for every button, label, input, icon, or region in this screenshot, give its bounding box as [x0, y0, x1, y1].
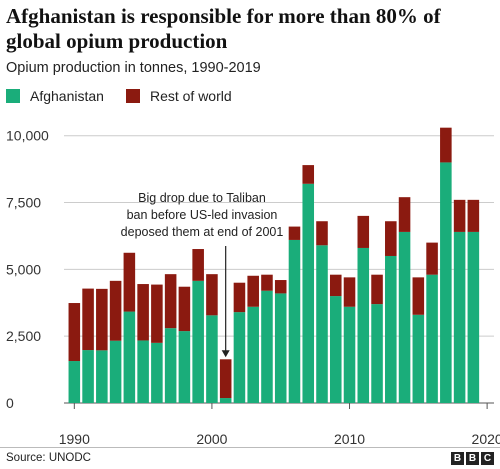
bbc-logo-letter: B — [451, 452, 464, 465]
legend-swatch-afghanistan — [6, 89, 20, 103]
bar-rest-of-world — [398, 197, 411, 232]
legend-label-rest-of-world: Rest of world — [149, 88, 232, 104]
bar-rest-of-world — [192, 249, 204, 281]
bar-rest-of-world — [247, 275, 259, 307]
bar-rest-of-world — [426, 242, 438, 275]
bar-afghanistan — [288, 239, 301, 403]
bar-rest-of-world — [109, 280, 122, 341]
bar-afghanistan — [96, 350, 108, 403]
bar-rest-of-world — [302, 165, 315, 184]
bar-afghanistan — [206, 315, 218, 403]
bar-rest-of-world — [206, 274, 218, 316]
bar-afghanistan — [343, 306, 356, 403]
x-tick-label: 1990 — [59, 431, 90, 445]
source-note: Source: UNODC — [6, 452, 91, 464]
bar-rest-of-world — [412, 277, 425, 315]
legend-item-afghanistan: Afghanistan — [6, 88, 104, 104]
bar-rest-of-world — [453, 199, 466, 232]
bar-afghanistan — [123, 311, 136, 403]
bar-afghanistan — [453, 231, 466, 403]
legend-item-rest-of-world: Rest of world — [125, 88, 232, 104]
bar-rest-of-world — [288, 226, 301, 240]
bar-afghanistan — [151, 342, 163, 403]
bar-rest-of-world — [164, 274, 177, 329]
bar-afghanistan — [440, 162, 452, 403]
annotation-text-line: ban before US-led invasion — [127, 208, 278, 222]
y-tick-label: 0 — [6, 395, 14, 411]
footer-divider — [0, 447, 500, 448]
bar-afghanistan — [371, 304, 383, 403]
y-tick-label: 5,000 — [6, 261, 41, 277]
chart-subtitle: Opium production in tonnes, 1990-2019 — [6, 60, 261, 76]
bar-afghanistan — [261, 290, 273, 403]
legend-label-afghanistan: Afghanistan — [30, 88, 104, 104]
bar-chart: 0 2,500 5,000 7,500 10,000 1990 2000 2010 2020 Bi… — [6, 127, 500, 445]
bar-rest-of-world — [329, 274, 342, 297]
bar-afghanistan — [109, 340, 122, 403]
bbc-logo: B B C — [449, 452, 494, 465]
y-tick-label: 7,500 — [6, 195, 41, 211]
bar-afghanistan — [219, 398, 232, 403]
bar-rest-of-world — [96, 288, 108, 351]
bar-rest-of-world — [343, 277, 356, 307]
bar-rest-of-world — [178, 286, 191, 332]
bar-rest-of-world — [385, 221, 397, 256]
bar-rest-of-world — [371, 274, 383, 305]
bar-rest-of-world — [357, 215, 370, 248]
bar-afghanistan — [316, 245, 328, 403]
bar-afghanistan — [274, 293, 287, 403]
legend-swatch-rest-of-world — [125, 89, 140, 103]
bar-rest-of-world — [233, 282, 246, 313]
bar-rest-of-world — [467, 199, 480, 232]
bar-rest-of-world — [219, 359, 232, 399]
bbc-logo-letter: C — [481, 452, 494, 465]
bar-afghanistan — [178, 331, 191, 403]
bar-afghanistan — [68, 361, 81, 403]
chart-title: Afghanistan is responsible for more than… — [6, 4, 441, 53]
bar-afghanistan — [247, 306, 259, 403]
y-tick-label: 10,000 — [6, 128, 49, 144]
legend: Afghanistan Rest of world — [6, 88, 254, 104]
bar-afghanistan — [329, 296, 342, 403]
bar-rest-of-world — [137, 284, 149, 341]
x-tick-label: 2010 — [334, 431, 365, 445]
bar-rest-of-world — [151, 284, 163, 343]
bar-afghanistan — [398, 231, 411, 403]
bar-afghanistan — [467, 231, 480, 403]
annotation-text-line: deposed them at end of 2001 — [121, 225, 284, 239]
bar-afghanistan — [164, 328, 177, 403]
bar-rest-of-world — [82, 288, 94, 351]
bar-afghanistan — [302, 183, 315, 403]
x-tick-label: 2020 — [472, 431, 500, 445]
bar-afghanistan — [82, 350, 94, 403]
bar-rest-of-world — [68, 303, 81, 362]
bar-afghanistan — [357, 247, 370, 403]
y-tick-label: 2,500 — [6, 328, 41, 344]
bar-afghanistan — [233, 312, 246, 403]
annotation-text-line: Big drop due to Taliban — [138, 191, 266, 205]
bar-afghanistan — [385, 255, 397, 403]
bar-rest-of-world — [123, 252, 136, 312]
bar-rest-of-world — [440, 127, 452, 163]
bbc-logo-letter: B — [466, 452, 479, 465]
bar-afghanistan — [426, 274, 438, 403]
bar-rest-of-world — [261, 274, 273, 291]
bar-rest-of-world — [316, 221, 328, 246]
bar-afghanistan — [137, 340, 149, 403]
bar-afghanistan — [412, 314, 425, 403]
bar-afghanistan — [192, 280, 204, 403]
annotation-arrowhead — [221, 350, 230, 358]
bar-rest-of-world — [274, 280, 287, 294]
x-tick-label: 2000 — [196, 431, 227, 445]
